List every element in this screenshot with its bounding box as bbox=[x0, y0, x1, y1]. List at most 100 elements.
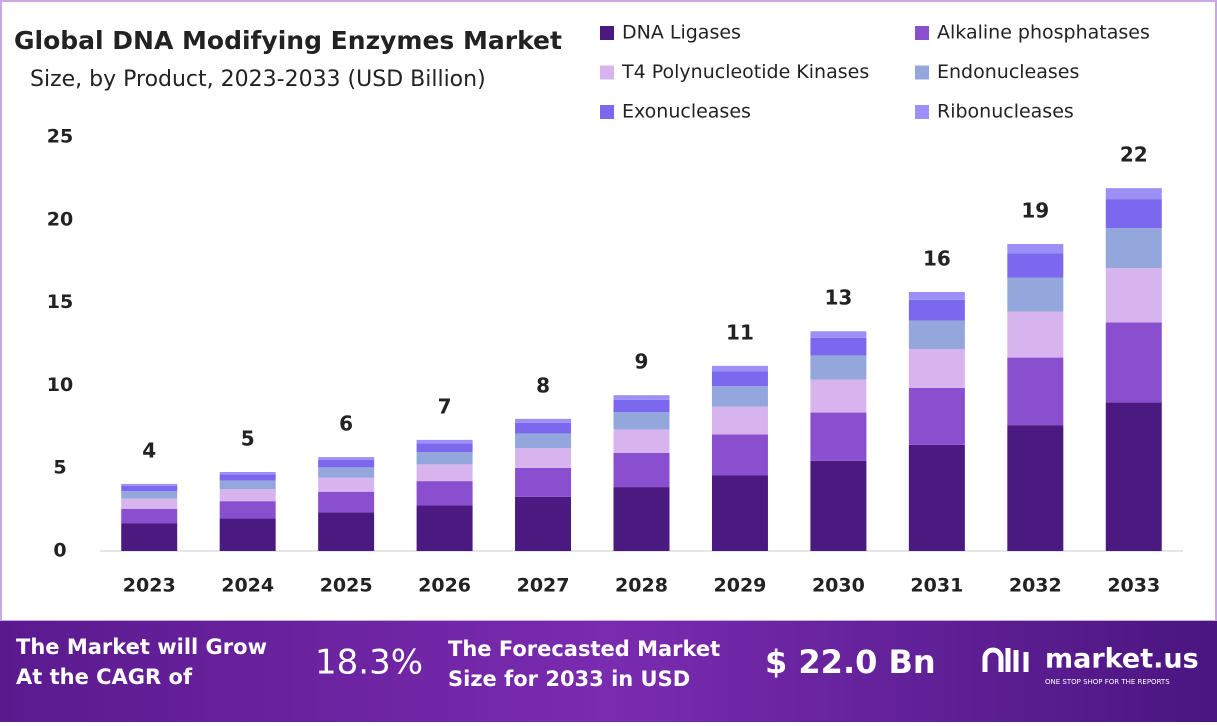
bar-segment bbox=[1105, 267, 1162, 323]
x-tick-label: 2023 bbox=[123, 575, 176, 597]
bar-segment bbox=[810, 337, 867, 356]
bar-segment bbox=[711, 406, 768, 435]
bar-segment bbox=[810, 355, 867, 380]
bar-segment bbox=[219, 489, 276, 502]
bar-segment bbox=[908, 299, 965, 321]
bar-segment bbox=[613, 399, 670, 413]
bar-segment bbox=[515, 433, 572, 448]
bar-segment bbox=[711, 371, 768, 387]
total-label: 6 bbox=[339, 412, 353, 436]
y-tick-label: 20 bbox=[47, 208, 73, 230]
x-tick-label: 2031 bbox=[910, 575, 963, 597]
bar-segment bbox=[1007, 425, 1064, 551]
cagr-label: At the CAGR of bbox=[16, 665, 193, 689]
x-tick-label: 2027 bbox=[517, 575, 570, 597]
bar-segment bbox=[613, 429, 670, 453]
bar-segment bbox=[416, 481, 473, 506]
bar-segment bbox=[515, 418, 572, 423]
bar-segment bbox=[318, 477, 375, 492]
total-label: 22 bbox=[1120, 143, 1148, 167]
bar-segment bbox=[318, 512, 375, 551]
bar-segment bbox=[908, 320, 965, 349]
bar-segment bbox=[416, 439, 473, 444]
banner-text: The Market will Grow At the CAGR of 18.3… bbox=[16, 635, 1199, 691]
legend-swatch bbox=[915, 65, 929, 80]
bar-segment bbox=[1007, 253, 1064, 278]
bar-segment bbox=[515, 467, 572, 497]
bar-segment bbox=[318, 459, 375, 468]
cagr-label: The Market will Grow bbox=[16, 635, 267, 659]
bar-segment bbox=[219, 472, 276, 475]
bar-segment bbox=[1007, 243, 1064, 254]
bar-segment bbox=[121, 483, 178, 486]
bar-segment bbox=[318, 491, 375, 513]
bar-segment bbox=[711, 475, 768, 551]
brand-logo bbox=[982, 647, 1029, 672]
chart-title: Global DNA Modifying Enzymes Market bbox=[14, 26, 562, 55]
bar-segment bbox=[515, 447, 572, 468]
x-tick-label: 2029 bbox=[714, 575, 767, 597]
total-label: 4 bbox=[142, 438, 156, 462]
legend-label: Ribonucleases bbox=[937, 101, 1074, 123]
bar-segment bbox=[121, 508, 178, 524]
total-label: 16 bbox=[923, 247, 951, 271]
bar-segment bbox=[1105, 402, 1162, 551]
bar-segment bbox=[810, 460, 867, 551]
bar-segment bbox=[711, 365, 768, 372]
bar-segment bbox=[515, 496, 572, 551]
total-label: 19 bbox=[1021, 198, 1049, 222]
x-tick-label: 2033 bbox=[1107, 575, 1160, 597]
bar-segment bbox=[219, 501, 276, 519]
forecast-value: $ 22.0 Bn bbox=[765, 643, 936, 681]
x-tick-label: 2025 bbox=[320, 575, 373, 597]
bar-segment bbox=[810, 331, 867, 338]
legend-label: Alkaline phosphatases bbox=[937, 22, 1150, 44]
bar-segment bbox=[908, 387, 965, 445]
bar-segment bbox=[1105, 188, 1162, 200]
bar-segment bbox=[318, 457, 375, 460]
y-tick-label: 15 bbox=[47, 291, 73, 313]
bar-segment bbox=[219, 480, 276, 490]
x-tick-label: 2026 bbox=[418, 575, 471, 597]
bar-segment bbox=[711, 434, 768, 476]
bar-segment bbox=[416, 452, 473, 465]
total-label: 8 bbox=[536, 373, 550, 397]
y-tick-label: 10 bbox=[47, 374, 73, 396]
bar-segment bbox=[1105, 228, 1162, 268]
bar-segment bbox=[416, 464, 473, 482]
bar-segment bbox=[613, 452, 670, 488]
legend-swatch bbox=[915, 26, 929, 40]
y-tick-label: 0 bbox=[53, 540, 66, 562]
total-label: 5 bbox=[241, 427, 255, 451]
bar-segment bbox=[416, 505, 473, 551]
legend-swatch bbox=[600, 65, 614, 80]
legend-swatch bbox=[600, 26, 614, 40]
legend-label: DNA Ligases bbox=[622, 22, 741, 44]
bar-segment bbox=[613, 487, 670, 551]
bar-segment bbox=[810, 379, 867, 413]
bar-segment bbox=[908, 444, 965, 551]
chart-subtitle: Size, by Product, 2023-2033 (USD Billion… bbox=[30, 67, 486, 92]
legend-label: T4 Polynucleotide Kinases bbox=[621, 61, 869, 83]
bar-segment bbox=[1007, 357, 1064, 426]
bar-segment bbox=[121, 485, 178, 492]
bar-segment bbox=[810, 412, 867, 461]
bar-segment bbox=[416, 443, 473, 453]
bar-segment bbox=[1007, 311, 1064, 358]
total-label: 11 bbox=[726, 320, 754, 344]
bar-segment bbox=[219, 518, 276, 551]
forecast-label: The Forecasted Market bbox=[448, 637, 720, 661]
x-tick-label: 2024 bbox=[221, 575, 274, 597]
bar-segment bbox=[219, 474, 276, 481]
bar-segment bbox=[318, 467, 375, 478]
legend-label: Exonucleases bbox=[622, 101, 751, 123]
forecast-label: Size for 2033 in USD bbox=[448, 667, 690, 691]
bar-segment bbox=[711, 386, 768, 407]
bar-segment bbox=[1105, 199, 1162, 229]
bar-segment bbox=[515, 422, 572, 434]
legend-swatch bbox=[915, 105, 929, 119]
bar-segment bbox=[908, 348, 965, 388]
bar-segment bbox=[908, 292, 965, 300]
tagline: ONE STOP SHOP FOR THE REPORTS bbox=[1045, 678, 1170, 686]
